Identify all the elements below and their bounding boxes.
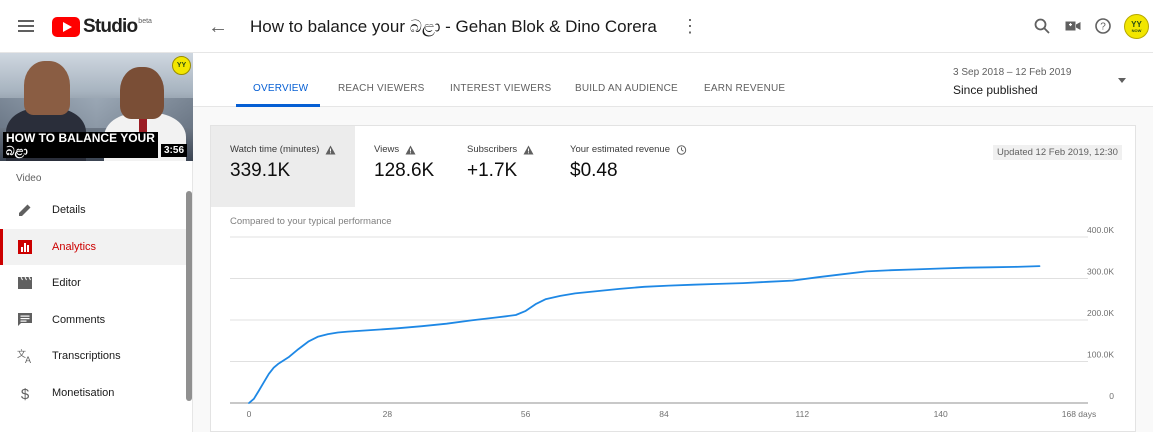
metric-watch-time[interactable]: Watch time (minutes) 339.1K <box>211 126 355 207</box>
warning-icon <box>523 145 534 155</box>
tab-earn-revenue[interactable]: EARN REVENUE <box>704 83 786 94</box>
overview-card: Watch time (minutes) 339.1K Views 128.6K… <box>210 125 1136 432</box>
svg-text:文: 文 <box>17 348 26 360</box>
dollar-icon: $ <box>17 385 33 403</box>
video-thumbnail[interactable]: YY HOW TO BALANCE YOUR බළා 3:56 <box>0 53 193 161</box>
y-tick-label: 300.0K <box>1087 267 1114 277</box>
sidebar-item-details[interactable]: Details <box>0 192 186 228</box>
channel-badge: YY <box>172 56 191 75</box>
metric-label-row: Your estimated revenue <box>570 144 687 155</box>
comment-icon <box>17 312 33 328</box>
clapper-icon <box>17 275 33 291</box>
avatar-subtext: NOW <box>1131 27 1142 33</box>
analytics-tabs: OVERVIEW REACH VIEWERS INTEREST VIEWERS … <box>193 53 1153 107</box>
y-tick-label: 400.0K <box>1087 225 1114 235</box>
metric-value: $0.48 <box>570 160 618 181</box>
sidebar-item-editor[interactable]: Editor <box>0 265 186 301</box>
beta-label: beta <box>138 18 152 25</box>
analytics-icon <box>17 239 33 255</box>
svg-text:$: $ <box>21 386 30 401</box>
video-duration: 3:56 <box>161 144 188 157</box>
sidebar-item-label: Comments <box>52 314 106 326</box>
help-icon[interactable]: ? <box>1094 17 1112 35</box>
compare-label: Compared to your typical performance <box>230 216 392 227</box>
more-options-icon[interactable]: ⋮ <box>681 16 699 36</box>
metric-label-row: Watch time (minutes) <box>230 144 336 155</box>
sidebar-item-label: Editor <box>52 277 81 289</box>
tab-reach-viewers[interactable]: REACH VIEWERS <box>338 83 425 94</box>
avatar-text: YY <box>1131 19 1142 29</box>
sidebar: YY HOW TO BALANCE YOUR බළා 3:56 Video De… <box>0 53 193 432</box>
menu-icon[interactable] <box>18 20 34 32</box>
x-tick-label: 28 <box>383 409 393 419</box>
thumbnail-person-left-head <box>24 61 70 115</box>
y-tick-label: 100.0K <box>1087 350 1114 360</box>
section-label: Video <box>16 173 42 184</box>
sidebar-item-label: Transcriptions <box>52 350 121 362</box>
metric-estimated-revenue[interactable]: Your estimated revenue $0.48 <box>551 126 701 207</box>
metric-label: Your estimated revenue <box>570 144 670 155</box>
metric-label-row: Views <box>374 144 416 155</box>
y-tick-label: 0 <box>1109 391 1114 401</box>
thumbnail-person-right-head <box>120 67 164 119</box>
metric-label: Subscribers <box>467 144 518 155</box>
x-tick-label: 140 <box>934 409 948 419</box>
svg-text:A: A <box>25 355 31 364</box>
warning-icon <box>325 145 336 155</box>
x-tick-label: 168 days <box>1062 409 1097 419</box>
svg-text:?: ? <box>1100 22 1106 33</box>
search-icon[interactable] <box>1033 17 1051 35</box>
account-avatar[interactable]: YY NOW <box>1124 14 1149 39</box>
metric-value: 128.6K <box>374 160 435 181</box>
clock-icon <box>676 144 687 155</box>
sidebar-item-comments[interactable]: Comments <box>0 302 186 338</box>
active-tab-indicator <box>236 104 320 107</box>
sidebar-item-label: Analytics <box>52 241 97 253</box>
sidebar-item-label: Monetisation <box>52 387 115 399</box>
x-tick-label: 112 <box>796 409 810 419</box>
x-tick-label: 0 <box>247 409 252 419</box>
sidebar-item-analytics[interactable]: Analytics <box>0 229 186 265</box>
metric-subscribers[interactable]: Subscribers +1.7K <box>448 126 552 207</box>
x-tick-label: 56 <box>521 409 531 419</box>
series-line-watch-time[interactable] <box>248 265 1041 404</box>
pencil-icon <box>17 202 33 218</box>
studio-logo[interactable]: Studio beta <box>52 16 152 37</box>
date-range-text[interactable]: 3 Sep 2018 – 12 Feb 2019 <box>953 67 1072 78</box>
create-video-icon[interactable] <box>1064 17 1082 35</box>
tab-interest-viewers[interactable]: INTEREST VIEWERS <box>450 83 552 94</box>
brand-name: Studio <box>83 16 138 37</box>
metric-label: Watch time (minutes) <box>230 144 320 155</box>
dropdown-caret-icon[interactable] <box>1118 78 1126 83</box>
warning-icon <box>405 145 416 155</box>
watch-time-chart: 0 100.0K 200.0K 300.0K 400.0K 0 28 56 84 112 140 16… <box>230 225 1114 419</box>
metric-value: 339.1K <box>230 160 291 181</box>
sidebar-scrollbar[interactable] <box>186 191 192 401</box>
metric-views[interactable]: Views 128.6K <box>355 126 449 207</box>
date-range-label[interactable]: Since published <box>953 83 1038 97</box>
top-bar: Studio beta ← How to balance your බළා - … <box>0 0 1153 53</box>
x-tick-label: 84 <box>659 409 669 419</box>
y-tick-label: 200.0K <box>1087 308 1114 318</box>
sidebar-item-monetisation[interactable]: $ Monetisation <box>0 375 186 411</box>
page-title: How to balance your බළා - Gehan Blok & D… <box>250 17 657 36</box>
metric-label: Views <box>374 144 400 155</box>
youtube-play-icon <box>52 17 80 37</box>
back-arrow-icon[interactable]: ← <box>208 16 228 38</box>
metric-label-row: Subscribers <box>467 144 534 155</box>
thumbnail-caption: HOW TO BALANCE YOUR බළා <box>3 132 158 158</box>
updated-timestamp: Updated 12 Feb 2019, 12:30 <box>993 145 1122 160</box>
sidebar-item-label: Details <box>52 204 86 216</box>
tab-overview[interactable]: OVERVIEW <box>253 83 309 94</box>
metric-value: +1.7K <box>467 160 518 181</box>
tab-build-an-audience[interactable]: BUILD AN AUDIENCE <box>575 83 678 94</box>
